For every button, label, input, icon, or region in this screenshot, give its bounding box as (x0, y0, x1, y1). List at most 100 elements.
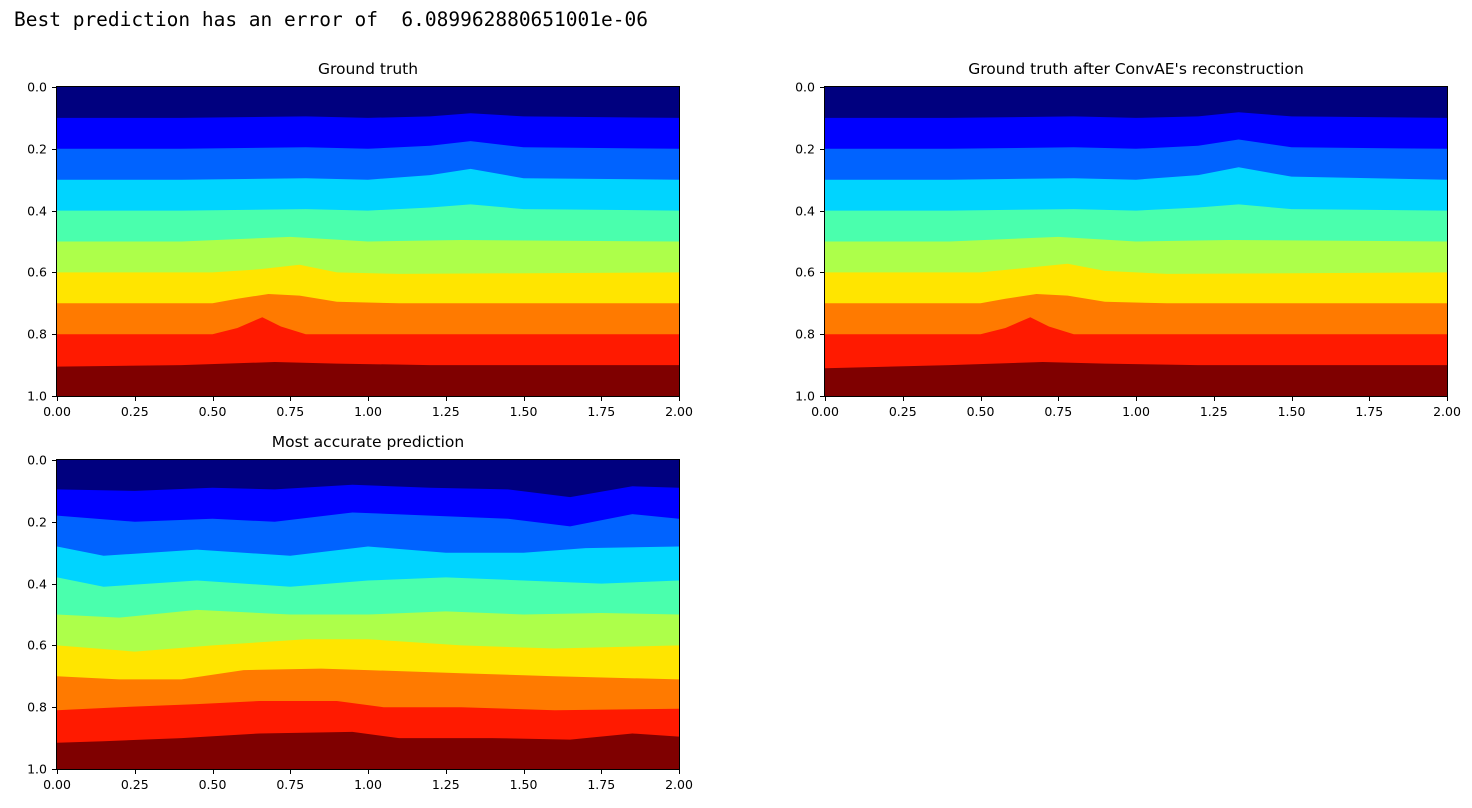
y-tick-label: 0.0 (27, 452, 47, 468)
y-tick-mark (820, 148, 825, 150)
plot-title: Most accurate prediction (271, 433, 465, 451)
plot-title: Ground truth (317, 60, 419, 78)
color-band-1 (57, 460, 679, 498)
x-tick-mark (902, 396, 904, 401)
color-band-1 (825, 87, 1447, 118)
x-tick-label: 1.25 (1199, 404, 1228, 419)
x-tick-label: 0.75 (1044, 404, 1073, 419)
x-tick-label: 2.00 (1433, 404, 1461, 419)
x-tick-label: 0.00 (43, 404, 71, 419)
x-tick-mark (445, 396, 447, 401)
x-tick-label: 0.25 (120, 404, 149, 419)
y-tick-label: 0.8 (27, 326, 47, 342)
y-tick-label: 0.6 (27, 637, 47, 653)
y-tick-label: 0.6 (27, 264, 47, 280)
y-tick-mark (52, 272, 57, 274)
y-tick-label: 0.0 (27, 79, 47, 95)
x-tick-label: 1.00 (354, 777, 382, 792)
x-tick-label: 2.00 (665, 404, 693, 419)
y-tick-label: 1.0 (27, 388, 47, 404)
x-tick-mark (1058, 396, 1060, 401)
x-tick-mark (368, 396, 369, 401)
x-tick-label: 0.50 (198, 404, 227, 419)
x-tick-label: 0.00 (811, 404, 839, 419)
prediction-plot: Most accurate prediction 0.0 0.2 0.4 0.6 0.8… (27, 433, 693, 792)
x-tick-mark (212, 769, 214, 774)
ground-truth-plot: Ground truth 0.0 0.2 0.4 0.6 0.8 1.0 0.00 0.25 0… (27, 60, 693, 419)
heatmap-bands (825, 87, 1447, 369)
y-tick-label: 0.4 (27, 576, 47, 592)
x-tick-mark (445, 769, 447, 774)
x-tick-mark (134, 396, 136, 401)
x-tick-label: 1.75 (587, 777, 616, 792)
y-tick-mark (52, 148, 57, 150)
y-tick-mark (820, 210, 825, 212)
x-tick-mark (212, 396, 214, 401)
x-tick-mark (825, 396, 826, 401)
x-tick-label: 1.75 (587, 404, 616, 419)
x-tick-mark (57, 769, 58, 774)
x-tick-mark (523, 396, 525, 401)
x-tick-label: 1.50 (1277, 404, 1306, 419)
y-tick-mark (52, 210, 57, 212)
x-tick-mark (601, 396, 603, 401)
x-tick-label: 0.00 (43, 777, 71, 792)
x-tick-label: 0.75 (276, 404, 305, 419)
x-tick-mark (1136, 396, 1137, 401)
y-tick-mark (52, 334, 57, 336)
x-tick-label: 1.50 (509, 404, 538, 419)
y-tick-label: 0.4 (795, 203, 815, 219)
y-tick-label: 0.6 (795, 264, 815, 280)
x-tick-mark (601, 769, 603, 774)
color-band-1 (57, 87, 679, 118)
heatmap-bands (57, 460, 679, 743)
y-tick-mark (820, 87, 825, 88)
x-tick-label: 2.00 (665, 777, 693, 792)
x-tick-label: 1.25 (431, 404, 460, 419)
y-tick-label: 0.8 (27, 699, 47, 715)
x-tick-label: 0.50 (966, 404, 995, 419)
y-tick-mark (52, 769, 57, 770)
x-tick-mark (1447, 396, 1448, 401)
y-tick-mark (52, 707, 57, 709)
y-tick-label: 0.4 (27, 203, 47, 219)
y-tick-label: 1.0 (795, 388, 815, 404)
y-tick-mark (52, 645, 57, 647)
x-tick-label: 0.75 (276, 777, 305, 792)
y-tick-mark (52, 583, 57, 585)
y-tick-mark (820, 272, 825, 274)
plot-title: Ground truth after ConvAE's reconstructi… (968, 60, 1304, 78)
x-tick-label: 1.25 (431, 777, 460, 792)
x-tick-mark (1291, 396, 1293, 401)
x-tick-mark (290, 396, 292, 401)
y-tick-label: 0.0 (795, 79, 815, 95)
output-text: Best prediction has an error of 6.089962… (14, 8, 648, 31)
x-tick-mark (134, 769, 136, 774)
x-tick-label: 1.50 (509, 777, 538, 792)
y-tick-mark (52, 396, 57, 397)
y-tick-mark (52, 521, 57, 523)
x-tick-mark (1369, 396, 1371, 401)
x-tick-mark (290, 769, 292, 774)
x-tick-mark (368, 769, 369, 774)
y-tick-label: 1.0 (27, 761, 47, 777)
x-tick-label: 0.25 (888, 404, 917, 419)
x-tick-label: 1.00 (1122, 404, 1150, 419)
y-tick-label: 0.8 (795, 326, 815, 342)
y-tick-mark (820, 396, 825, 397)
x-tick-label: 1.00 (354, 404, 382, 419)
reconstruction-plot: Ground truth after ConvAE's reconstructi… (795, 60, 1461, 419)
y-tick-label: 0.2 (27, 141, 47, 157)
x-tick-label: 1.75 (1355, 404, 1384, 419)
x-tick-mark (980, 396, 982, 401)
x-tick-label: 0.25 (120, 777, 149, 792)
x-tick-mark (1213, 396, 1215, 401)
y-tick-mark (52, 87, 57, 88)
x-tick-mark (679, 769, 680, 774)
x-tick-mark (679, 396, 680, 401)
y-tick-mark (820, 334, 825, 336)
y-tick-label: 0.2 (27, 514, 47, 530)
y-tick-label: 0.2 (795, 141, 815, 157)
x-tick-mark (57, 396, 58, 401)
x-tick-mark (523, 769, 525, 774)
